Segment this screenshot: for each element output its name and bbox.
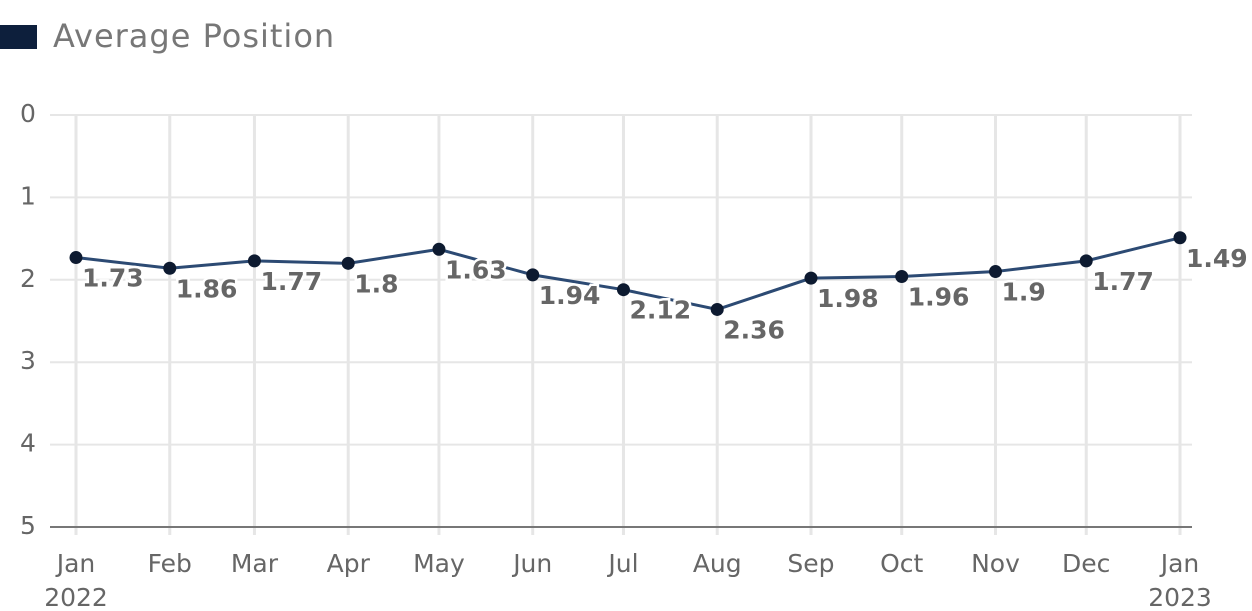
point — [163, 261, 177, 275]
point — [804, 271, 818, 285]
point — [526, 268, 540, 282]
point — [616, 283, 630, 297]
point — [247, 254, 261, 268]
data-label: 1.8 — [354, 269, 398, 298]
data-label: 1.86 — [176, 274, 238, 303]
data-label: 1.96 — [908, 283, 970, 312]
x-tick-label: Aug — [693, 549, 742, 578]
point — [895, 270, 909, 284]
y-tick-label: 2 — [20, 264, 36, 293]
data-label: 1.94 — [539, 281, 601, 310]
y-tick-label: 4 — [20, 429, 36, 458]
x-tick-label: Jun — [511, 549, 552, 578]
data-label: 1.73 — [82, 264, 144, 293]
x-tick-label: Dec — [1062, 549, 1110, 578]
point — [341, 256, 355, 270]
data-label: 1.77 — [260, 267, 322, 296]
point — [1079, 254, 1093, 268]
x-tick-label: Jan 2022 — [44, 549, 108, 611]
y-tick-label: 3 — [20, 346, 36, 375]
data-label: 1.63 — [445, 255, 507, 284]
x-tick-label: Nov — [971, 549, 1020, 578]
data-label: 1.9 — [1001, 278, 1045, 307]
data-label: 1.49 — [1186, 244, 1248, 273]
point — [988, 265, 1002, 279]
x-tick-label: Oct — [880, 549, 923, 578]
data-label: 2.36 — [723, 315, 785, 344]
x-tick-label: May — [413, 549, 465, 578]
legend-label: Average Position — [53, 17, 335, 55]
y-tick-label: 0 — [20, 99, 36, 128]
point — [710, 302, 724, 316]
x-tick-label: Apr — [327, 549, 371, 578]
point — [1173, 231, 1187, 245]
y-tick-label: 5 — [20, 511, 36, 540]
data-label: 1.77 — [1092, 267, 1154, 296]
x-tick-label: Mar — [231, 549, 279, 578]
y-tick-label: 1 — [20, 181, 36, 210]
x-tick-label: Jul — [606, 549, 638, 578]
data-label: 1.98 — [817, 284, 879, 313]
x-tick-label: Sep — [787, 549, 834, 578]
data-label: 2.12 — [629, 296, 691, 325]
point — [69, 251, 83, 265]
x-tick-label: Jan 2023 — [1148, 549, 1212, 611]
legend-swatch — [0, 25, 37, 49]
point — [432, 242, 446, 256]
x-tick-label: Feb — [148, 549, 192, 578]
